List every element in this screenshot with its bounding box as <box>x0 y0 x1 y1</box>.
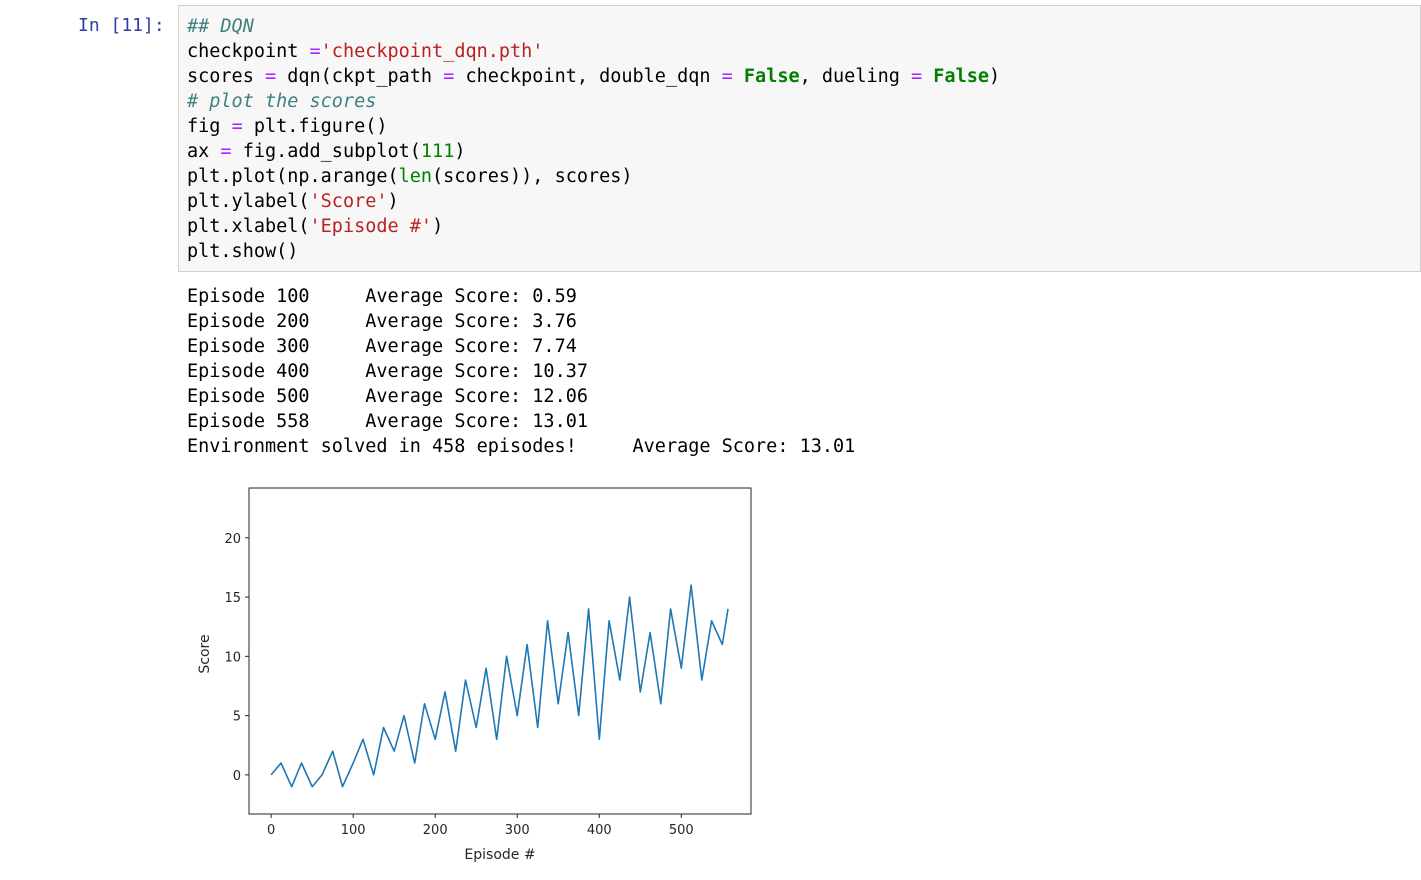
x-tick-label: 400 <box>587 823 612 838</box>
code-token: checkpoint <box>187 41 310 62</box>
code-token: plt.ylabel( <box>187 191 310 212</box>
x-axis-ticks: 0 100 200 300 400 500 <box>267 814 694 838</box>
plot-frame <box>248 487 752 815</box>
cell-output-text: Episode 100 Average Score: 0.59 Episode 2… <box>187 284 855 459</box>
code-token: plt.plot(np.arange( <box>187 166 399 187</box>
code-token: , dueling <box>799 66 912 87</box>
output-line: Episode 300 Average Score: 7.74 <box>187 336 577 357</box>
code-line: scores = dqn(ckpt_path = checkpoint, dou… <box>187 64 1000 89</box>
code-token: False <box>933 66 989 87</box>
code-token: (scores)), scores) <box>432 166 633 187</box>
code-token: False <box>743 66 800 87</box>
code-token: scores <box>187 66 265 87</box>
code-token: = <box>443 66 455 87</box>
y-tick-label: 10 <box>224 650 241 665</box>
x-tick-label: 0 <box>267 823 275 838</box>
code-line: plt.xlabel('Episode #') <box>187 214 1000 239</box>
code-token: ## DQN <box>187 16 254 37</box>
code-line: plt.show() <box>187 239 1000 264</box>
code-token: = <box>309 41 321 62</box>
code-token: ) <box>387 191 399 212</box>
x-tick-label: 300 <box>505 823 530 838</box>
code-token: ) <box>989 66 1001 87</box>
y-tick-label: 5 <box>233 710 241 725</box>
code-token <box>922 66 933 87</box>
code-token: checkpoint, double_dqn <box>454 66 722 87</box>
y-tick-label: 0 <box>233 769 241 784</box>
score-line-plot: 0 5 10 15 20 0 100 200 300 400 500 Episode # Scor… <box>197 487 752 863</box>
y-axis-label: Score <box>197 634 213 673</box>
code-token: 'Episode #' <box>309 216 433 237</box>
code-line: # plot the scores <box>187 89 1000 114</box>
code-token: plt.figure() <box>242 116 388 137</box>
y-tick-label: 20 <box>224 532 241 547</box>
output-line: Episode 500 Average Score: 12.06 <box>187 386 588 407</box>
code-token: # plot the scores <box>187 91 377 112</box>
code-line: plt.plot(np.arange(len(scores)), scores) <box>187 164 1000 189</box>
output-line: Episode 200 Average Score: 3.76 <box>187 311 577 332</box>
code-line: fig = plt.figure() <box>187 114 1000 139</box>
code-line: ax = fig.add_subplot(111) <box>187 139 1000 164</box>
x-axis-label: Episode # <box>464 847 535 863</box>
output-line: Episode 558 Average Score: 13.01 <box>187 411 588 432</box>
cell-prompt: In [11]: <box>78 15 165 36</box>
code-token: fig.add_subplot( <box>231 141 421 162</box>
x-tick-label: 500 <box>669 823 694 838</box>
code-token: plt.show() <box>187 241 299 262</box>
x-tick-label: 100 <box>341 823 366 838</box>
x-tick-label: 200 <box>423 823 448 838</box>
code-token: ax <box>187 141 221 162</box>
code-token: = <box>911 66 923 87</box>
code-editor[interactable]: ## DQN checkpoint ='checkpoint_dqn.pth' sc… <box>187 14 1000 264</box>
series-line <box>270 584 729 788</box>
code-token: = <box>231 116 243 137</box>
code-token: ) <box>454 141 466 162</box>
code-line: ## DQN <box>187 14 1000 39</box>
code-token: len <box>398 166 433 187</box>
code-token: ) <box>432 216 444 237</box>
code-token: = <box>264 66 277 87</box>
code-line: plt.ylabel('Score') <box>187 189 1000 214</box>
output-line: Episode 100 Average Score: 0.59 <box>187 286 577 307</box>
output-line: Episode 400 Average Score: 10.37 <box>187 361 588 382</box>
code-cell-input[interactable]: ## DQN checkpoint ='checkpoint_dqn.pth' sc… <box>178 5 1421 272</box>
output-line: Environment solved in 458 episodes! Aver… <box>187 436 856 457</box>
code-token: = <box>220 141 232 162</box>
code-token: = <box>721 66 733 87</box>
code-token <box>733 66 744 87</box>
code-token: 111 <box>420 141 455 162</box>
code-token: 'Score' <box>309 191 388 212</box>
code-token: 'checkpoint_dqn.pth' <box>320 41 544 62</box>
code-line: checkpoint ='checkpoint_dqn.pth' <box>187 39 1000 64</box>
code-token: plt.xlabel( <box>187 216 310 237</box>
code-token: dqn(ckpt_path <box>276 66 444 87</box>
code-token: fig <box>187 116 232 137</box>
y-tick-label: 15 <box>224 591 241 606</box>
y-axis-ticks: 0 5 10 15 20 <box>224 532 249 784</box>
